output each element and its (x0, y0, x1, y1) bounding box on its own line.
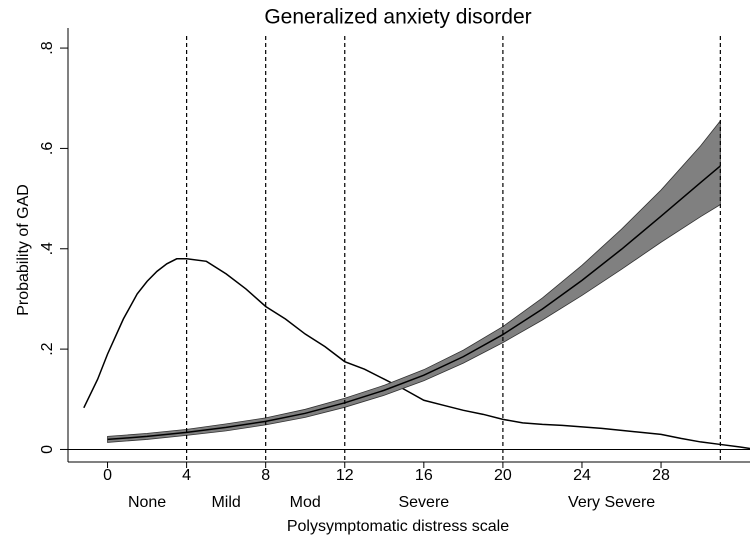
line (107, 165, 721, 441)
band-label: Mild (211, 494, 240, 511)
chart-title: Generalized anxiety disorder (264, 6, 531, 29)
y-tick-label: .6 (39, 142, 56, 155)
y-tick-label: .4 (39, 242, 56, 255)
y-tick-label: .2 (39, 342, 56, 355)
x-tick-label: 12 (336, 467, 354, 484)
band-label: None (128, 494, 166, 511)
y-axis-title: Probability of GAD (15, 184, 32, 316)
band-label: Severe (398, 494, 449, 511)
band-label: Very Severe (568, 494, 655, 511)
x-axis-title: Polysymptomatic distress scale (287, 518, 509, 535)
x-tick-label: 28 (652, 467, 670, 484)
line (83, 258, 750, 450)
band-label: Mod (290, 494, 321, 511)
y-tick-label: .8 (39, 41, 56, 54)
x-tick-label: 24 (573, 467, 591, 484)
y-tick-label: 0 (39, 445, 56, 454)
x-tick-label: 8 (261, 467, 270, 484)
x-tick-label: 16 (415, 467, 433, 484)
x-tick-label: 20 (494, 467, 512, 484)
x-tick-label: 4 (182, 467, 191, 484)
x-tick-label: 0 (103, 467, 112, 484)
